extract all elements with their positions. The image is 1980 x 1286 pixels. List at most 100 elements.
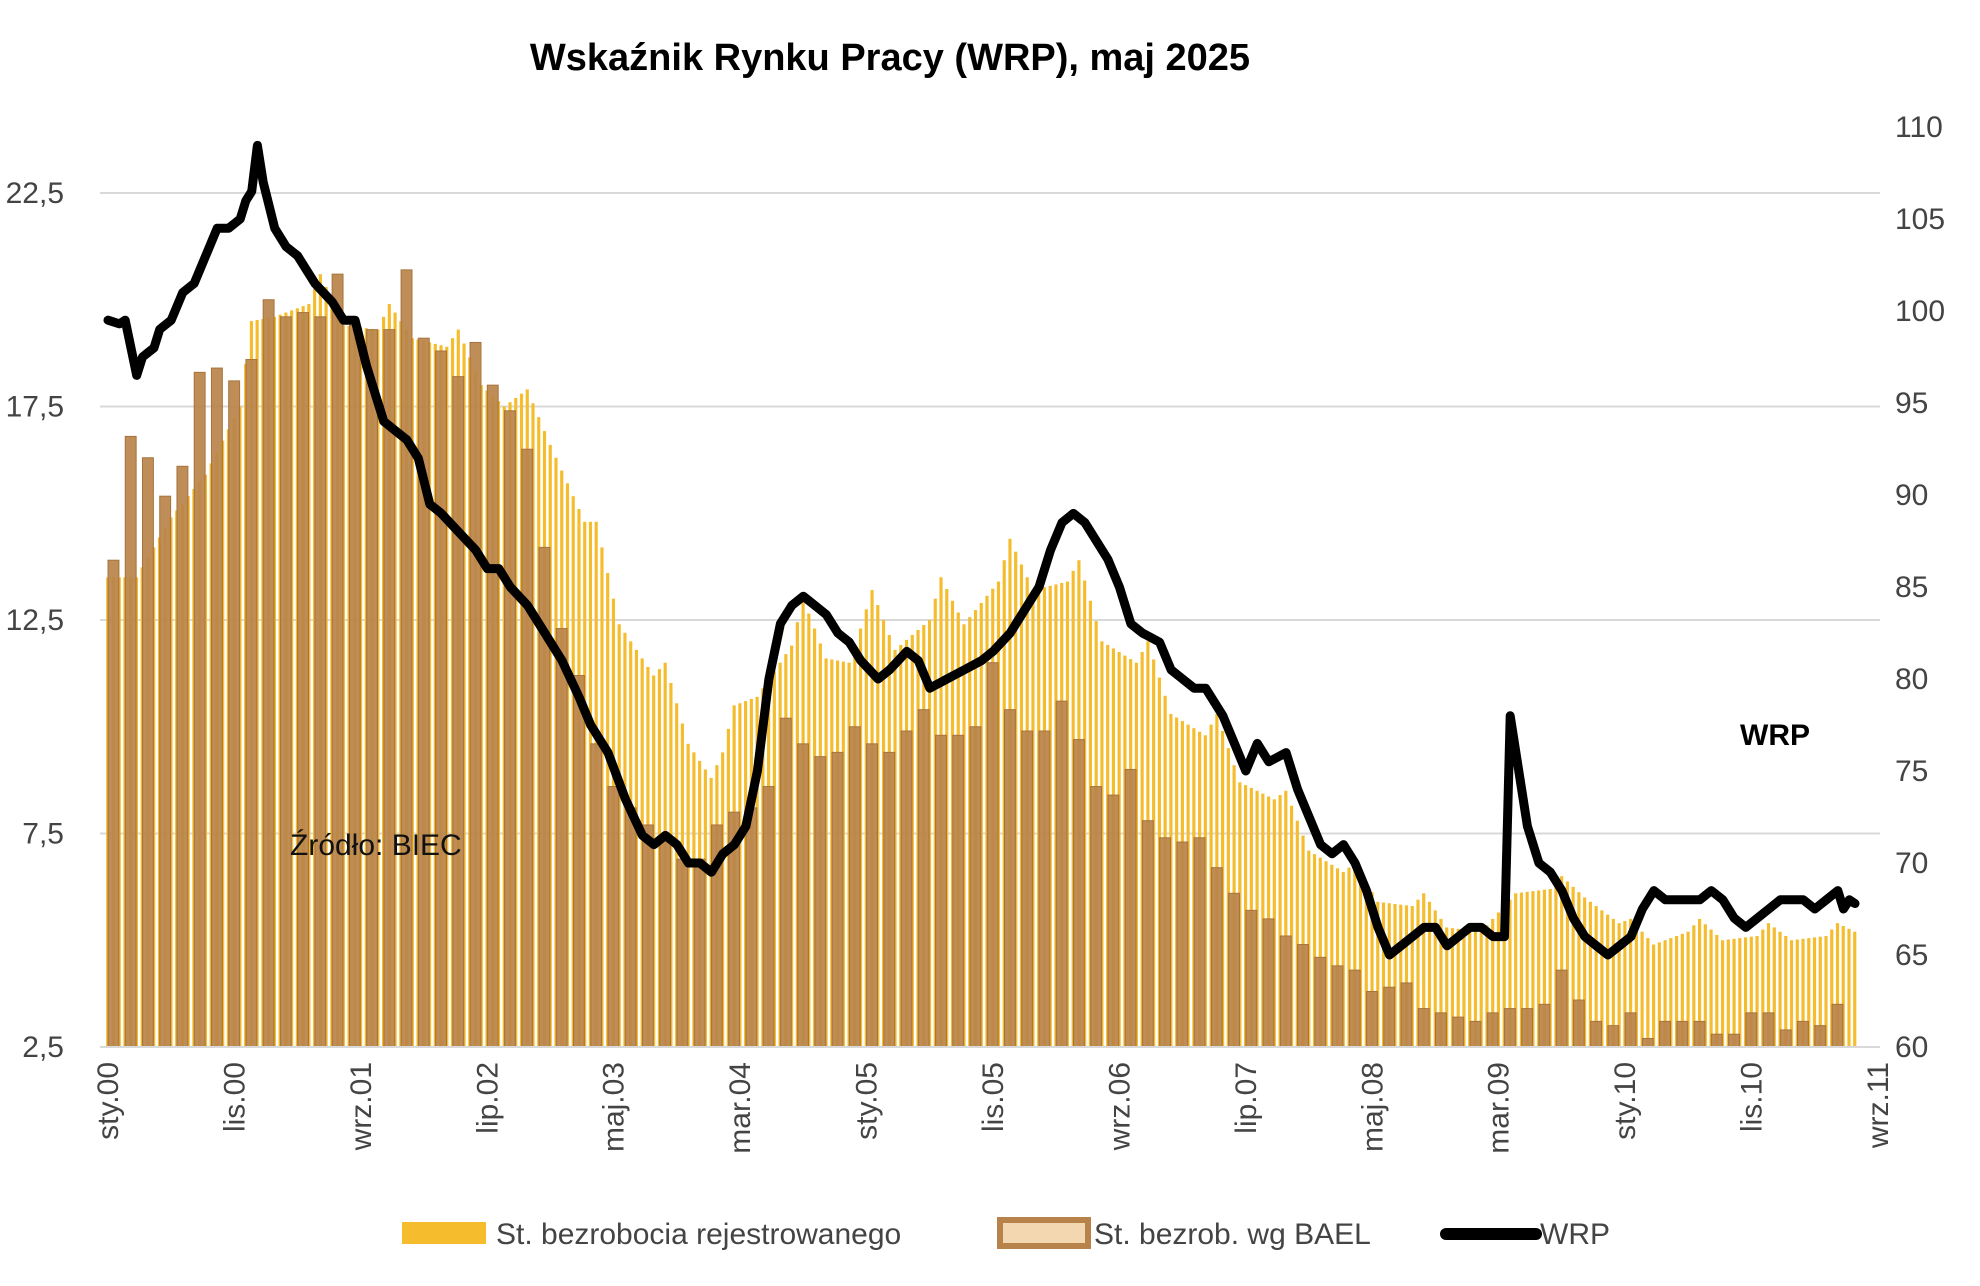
bael-bar [314,316,327,1048]
bael-bar [935,734,947,1048]
registered-bar [1347,867,1351,1047]
registered-bar [1847,928,1851,1047]
bael-bar [797,743,810,1048]
gridlines [100,192,1880,835]
bael-bar [1831,1003,1844,1048]
registered-bar [1324,861,1328,1047]
registered-bar [1381,902,1386,1047]
left-tick-label: 22,5 [6,177,64,210]
registered-bar [1450,928,1455,1047]
registered-bar [1565,881,1569,1047]
bael-bar [159,495,172,1048]
registered-bar [1646,938,1650,1047]
registered-bar [1766,923,1771,1047]
bael-bar [745,807,758,1048]
registered-bar [1468,930,1472,1047]
registered-bar [1393,903,1397,1047]
registered-bar [1318,857,1322,1047]
registered-bar [1364,882,1368,1047]
right-tick-label: 110 [1895,111,1943,144]
bael-bar [1417,1008,1430,1048]
bael-bar [1262,918,1275,1048]
registered-bar [1692,925,1696,1047]
bael-bar [1676,1020,1689,1048]
bael-bar [348,324,361,1048]
registered-bar [1502,906,1506,1047]
registered-bar [1571,886,1575,1047]
axes: 2,5 7,5 12,5 17,5 22,5 60 65 70 75 80 85 90 95 100 105… [6,111,1945,1154]
bael-bar [624,807,637,1048]
bael-bar [297,312,310,1048]
registered-bar [1519,892,1524,1047]
registered-bar [1663,940,1667,1047]
bael-bar [676,858,689,1048]
registered-bar [1835,923,1840,1047]
registered-bar [1462,929,1466,1047]
bael-bar [1521,1008,1534,1048]
registered-bar [1341,871,1345,1047]
registered-bar [1761,929,1765,1047]
bael-bar [1228,892,1241,1048]
bael-bar [210,367,223,1048]
registered-bar [1715,934,1719,1047]
legend: St. bezrobocia rejestrowanego St. bezrob… [402,1217,1610,1251]
bael-bar [1176,841,1189,1048]
bael-bar [1728,1033,1740,1048]
bael-bar [262,299,275,1048]
bael-bar [400,269,413,1048]
registered-bar [1669,938,1673,1047]
bael-bar [555,628,568,1048]
registered-bar [1732,938,1736,1047]
bael-bar [1572,999,1585,1048]
registered-bar [1312,854,1317,1047]
bael-bar [1141,820,1154,1048]
bael-bar [883,751,896,1048]
right-tick-label: 80 [1895,663,1928,696]
bael-bar [176,465,189,1048]
registered-bar [1387,903,1391,1047]
bael-bar [1779,1029,1792,1048]
registered-bar [1560,876,1564,1047]
x-tick-label: wrz.01 [345,1062,378,1151]
registered-bar [1514,893,1518,1047]
bael-bar [1021,730,1034,1048]
registered-bar [1433,910,1437,1047]
bael-bar [366,329,379,1048]
registered-bar [1657,942,1661,1047]
registered-bar [1284,790,1288,1047]
bael-bar [779,717,792,1048]
bael-bar [1814,1025,1827,1048]
bael-bar [245,359,258,1048]
bael-bar [659,837,672,1048]
registered-bar [1686,931,1690,1047]
registered-bar [1491,918,1495,1047]
legend-label-registered: St. bezrobocia rejestrowanego [496,1218,901,1251]
registered-bar [1353,863,1357,1047]
right-tick-label: 65 [1895,939,1928,972]
bael-bar [1210,867,1223,1048]
left-tick-label: 7,5 [22,818,64,851]
registered-bar [1824,935,1828,1047]
legend-label-bael: St. bezrob. wg BAEL [1094,1218,1371,1251]
bael-bar [228,380,241,1048]
registered-bar [1772,927,1776,1047]
bael-bar [383,329,396,1048]
registered-bar [1789,940,1794,1047]
registered-bar [1410,906,1414,1047]
registered-bar [1755,935,1759,1047]
bael-bar [469,341,482,1048]
bael-bar [969,726,982,1048]
registered-bar [1743,937,1748,1047]
bael-bar [1590,1020,1603,1048]
bael-bar [1314,956,1327,1048]
registered-bar [1479,931,1483,1047]
x-tick-label: lis.05 [977,1062,1010,1132]
registered-bar [1554,882,1558,1047]
bael-bar [1159,837,1172,1048]
bael-bar [762,786,775,1048]
registered-bar [1795,939,1799,1047]
registered-bar [1617,923,1621,1047]
registered-bar [1841,926,1845,1047]
registered-bar [1445,927,1449,1047]
